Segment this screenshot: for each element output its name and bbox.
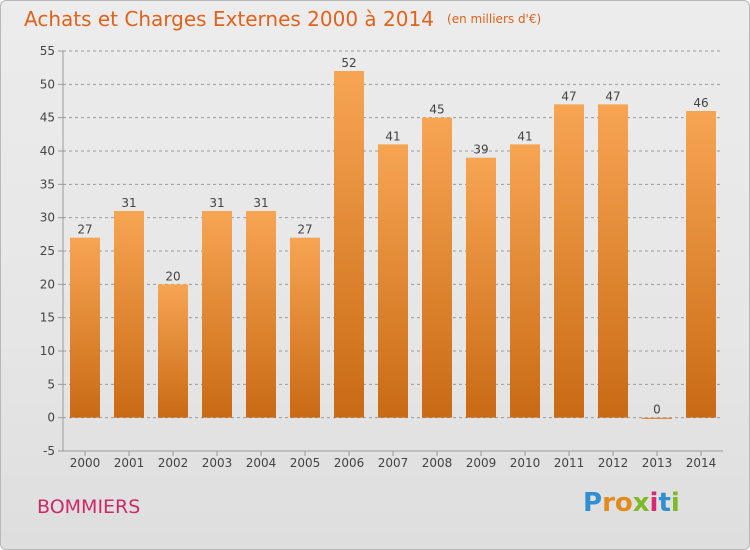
data-label: 27 [297, 223, 312, 237]
bar [70, 237, 100, 418]
logo-letter: x [632, 488, 650, 518]
bars [70, 71, 716, 419]
logo-letter: r [602, 488, 615, 518]
data-label: 41 [517, 129, 532, 143]
x-tick-label: 2011 [554, 456, 585, 470]
data-label: 47 [561, 89, 576, 103]
data-label: 27 [77, 223, 92, 237]
x-tick-labels: 2000 2001 2002 2003 2004 2005 2006 2007 2008 2009… [70, 456, 717, 470]
data-label: 46 [693, 96, 708, 110]
bar [334, 71, 364, 418]
data-label: 31 [253, 196, 268, 210]
bar [642, 417, 672, 419]
bar [554, 104, 584, 418]
proxiti-logo: Proxiti [583, 488, 680, 518]
bar [114, 211, 144, 418]
x-tick-label: 2001 [114, 456, 145, 470]
y-tick-label: 15 [40, 311, 55, 325]
y-tick-label: 0 [47, 411, 55, 425]
y-tick-labels: -5 0 5 10 15 20 25 30 35 40 45 50 55 [40, 44, 55, 458]
bar [378, 144, 408, 418]
y-tick-label: -5 [43, 444, 55, 458]
bar [202, 211, 232, 418]
bar [686, 111, 716, 418]
data-label: 52 [341, 56, 356, 70]
bar [510, 144, 540, 418]
y-tick-label: 55 [40, 44, 55, 58]
x-tick-label: 2014 [686, 456, 717, 470]
x-tick-label: 2012 [598, 456, 629, 470]
x-tick-label: 2004 [246, 456, 277, 470]
data-label: 41 [385, 129, 400, 143]
y-tick-label: 5 [47, 377, 55, 391]
data-label: 0 [653, 403, 661, 417]
logo-letter: t [658, 488, 671, 518]
y-tick-label: 25 [40, 244, 55, 258]
data-label: 39 [473, 143, 488, 157]
chart-subtitle: (en milliers d'€) [447, 12, 542, 26]
title-row: Achats et Charges Externes 2000 à 2014 (… [24, 7, 541, 31]
data-label: 47 [605, 89, 620, 103]
data-labels: 27 31 20 31 31 27 52 41 45 39 41 47 47 0 46 [77, 56, 708, 417]
logo-letter: i [649, 488, 659, 518]
logo-letter: i [670, 488, 680, 518]
x-tick-label: 2010 [510, 456, 541, 470]
y-tick-label: 40 [40, 144, 55, 158]
chart-title: Achats et Charges Externes 2000 à 2014 [24, 7, 434, 31]
x-tick-label: 2013 [642, 456, 673, 470]
data-label: 31 [209, 196, 224, 210]
bar [466, 157, 496, 418]
bar [158, 284, 188, 418]
y-tick-label: 10 [40, 344, 55, 358]
y-tick-label: 45 [40, 111, 55, 125]
data-label: 31 [121, 196, 136, 210]
axes [58, 50, 723, 456]
bar [422, 117, 452, 418]
bar [246, 211, 276, 418]
y-tick-label: 20 [40, 277, 55, 291]
y-tick-label: 50 [40, 77, 55, 91]
x-tick-label: 2007 [378, 456, 409, 470]
city-name: BOMMIERS [37, 496, 141, 518]
bar [290, 237, 320, 418]
x-tick-label: 2008 [422, 456, 453, 470]
logo-letter: o [614, 488, 633, 518]
x-tick-label: 2005 [290, 456, 321, 470]
y-tick-label: 30 [40, 211, 55, 225]
x-tick-label: 2002 [158, 456, 189, 470]
data-label: 45 [429, 103, 444, 117]
x-tick-label: 2000 [70, 456, 101, 470]
logo-letter: P [583, 488, 603, 518]
bar [598, 104, 628, 418]
y-tick-label: 35 [40, 177, 55, 191]
x-tick-label: 2009 [466, 456, 497, 470]
x-tick-label: 2006 [334, 456, 365, 470]
x-tick-label: 2003 [202, 456, 233, 470]
data-label: 20 [165, 269, 180, 283]
